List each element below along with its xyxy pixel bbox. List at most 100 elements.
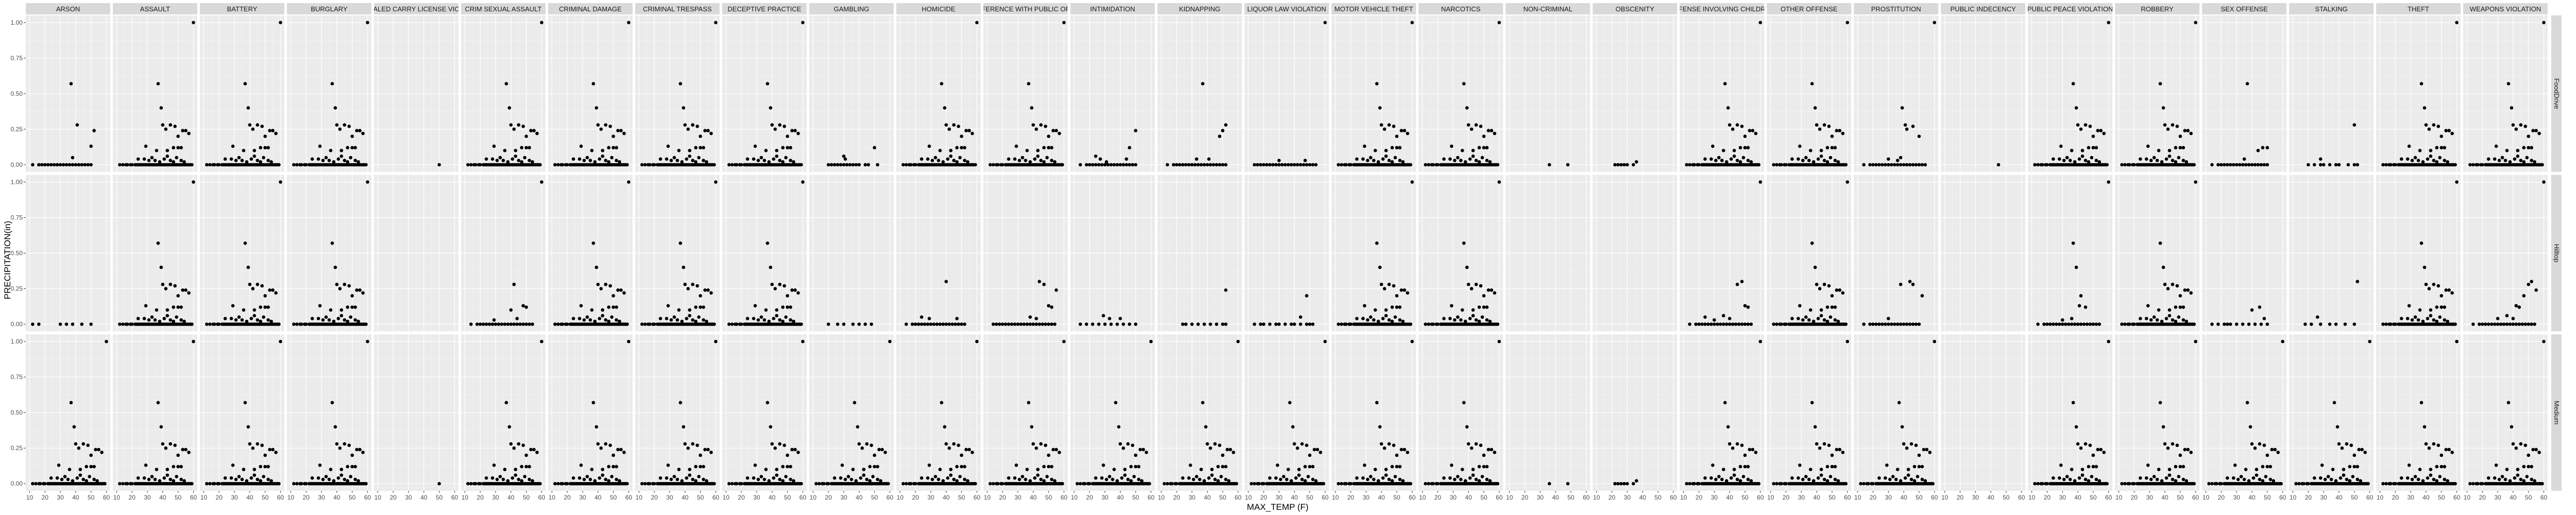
data-point (165, 148, 170, 152)
data-point (561, 322, 565, 326)
data-point (1108, 317, 1111, 320)
data-point (938, 468, 942, 471)
data-point (2429, 154, 2433, 158)
data-point (1489, 129, 1494, 132)
data-point (507, 106, 512, 110)
data-point (343, 318, 346, 322)
data-point (706, 448, 710, 452)
data-point (229, 157, 233, 161)
data-point (1465, 106, 1469, 110)
data-point (346, 160, 349, 164)
data-point (271, 129, 275, 132)
data-point (1054, 448, 1058, 452)
facet-panel (1418, 175, 1503, 332)
data-point (756, 477, 760, 482)
data-point (604, 123, 607, 127)
data-point (934, 475, 937, 478)
data-point (1797, 317, 1800, 320)
data-point (691, 282, 694, 286)
data-point (161, 442, 165, 446)
data-point (994, 322, 998, 326)
data-point (31, 482, 35, 486)
data-point (520, 465, 523, 469)
data-point (960, 453, 963, 457)
data-point (1700, 322, 1704, 326)
data-point (332, 319, 336, 323)
facet-panel (983, 15, 1068, 172)
data-point (1221, 322, 1225, 326)
data-point (349, 156, 352, 160)
data-point (246, 265, 250, 269)
data-point (1044, 443, 1047, 447)
data-point (2085, 322, 2089, 326)
data-point (1485, 305, 1489, 309)
data-point (86, 443, 90, 447)
data-point (1078, 322, 1082, 326)
data-point (762, 318, 767, 322)
data-point (1122, 446, 1125, 450)
data-point (591, 82, 596, 85)
data-point (353, 465, 357, 469)
data-point (223, 317, 227, 320)
data-point (2066, 322, 2071, 326)
data-point (2530, 159, 2533, 162)
data-point (1410, 21, 1414, 25)
data-point (1051, 129, 1055, 132)
data-point (2256, 148, 2260, 152)
data-point (2259, 163, 2263, 167)
data-point (136, 157, 140, 161)
data-point (955, 160, 959, 164)
data-point (46, 163, 50, 167)
data-point (277, 322, 281, 326)
data-point (940, 401, 943, 405)
data-point (161, 282, 165, 286)
data-point (618, 479, 621, 483)
data-point (1862, 322, 1866, 326)
data-point (350, 146, 354, 150)
data-point (2494, 144, 2498, 148)
data-point (2181, 146, 2185, 150)
data-point (355, 129, 359, 132)
data-point (585, 315, 589, 319)
data-point (358, 129, 362, 132)
data-point (176, 134, 180, 138)
data-point (1398, 318, 1402, 322)
data-point (1830, 305, 1834, 309)
data-point (1115, 479, 1119, 483)
data-point (2399, 157, 2403, 161)
data-point (2139, 317, 2142, 320)
facet-panel (26, 175, 110, 332)
data-point (531, 322, 534, 326)
data-point (2352, 163, 2357, 167)
data-point (697, 156, 701, 160)
data-point (1280, 163, 1284, 167)
data-point (2410, 318, 2414, 322)
data-point (1902, 163, 1906, 167)
data-point (2219, 163, 2223, 167)
data-point (327, 318, 331, 322)
data-point (31, 322, 35, 326)
data-point (1323, 21, 1327, 25)
data-point (1301, 163, 1306, 167)
data-point (1890, 163, 1893, 167)
data-point (913, 482, 918, 486)
data-point (789, 146, 792, 150)
data-point (910, 322, 914, 326)
data-point (2250, 308, 2254, 312)
data-point (1344, 322, 1348, 326)
data-point (2310, 322, 2313, 326)
data-point (947, 446, 951, 450)
data-point (2080, 148, 2084, 152)
data-point (1314, 163, 1318, 167)
data-point (1911, 125, 1915, 128)
data-point (535, 131, 539, 135)
data-point (2181, 305, 2185, 309)
data-point (103, 482, 107, 486)
data-point (1868, 322, 1872, 326)
data-point (121, 322, 125, 326)
data-point (279, 339, 282, 344)
data-point (147, 159, 151, 162)
data-point (2516, 148, 2520, 152)
data-point (590, 468, 594, 471)
data-point (130, 163, 134, 167)
